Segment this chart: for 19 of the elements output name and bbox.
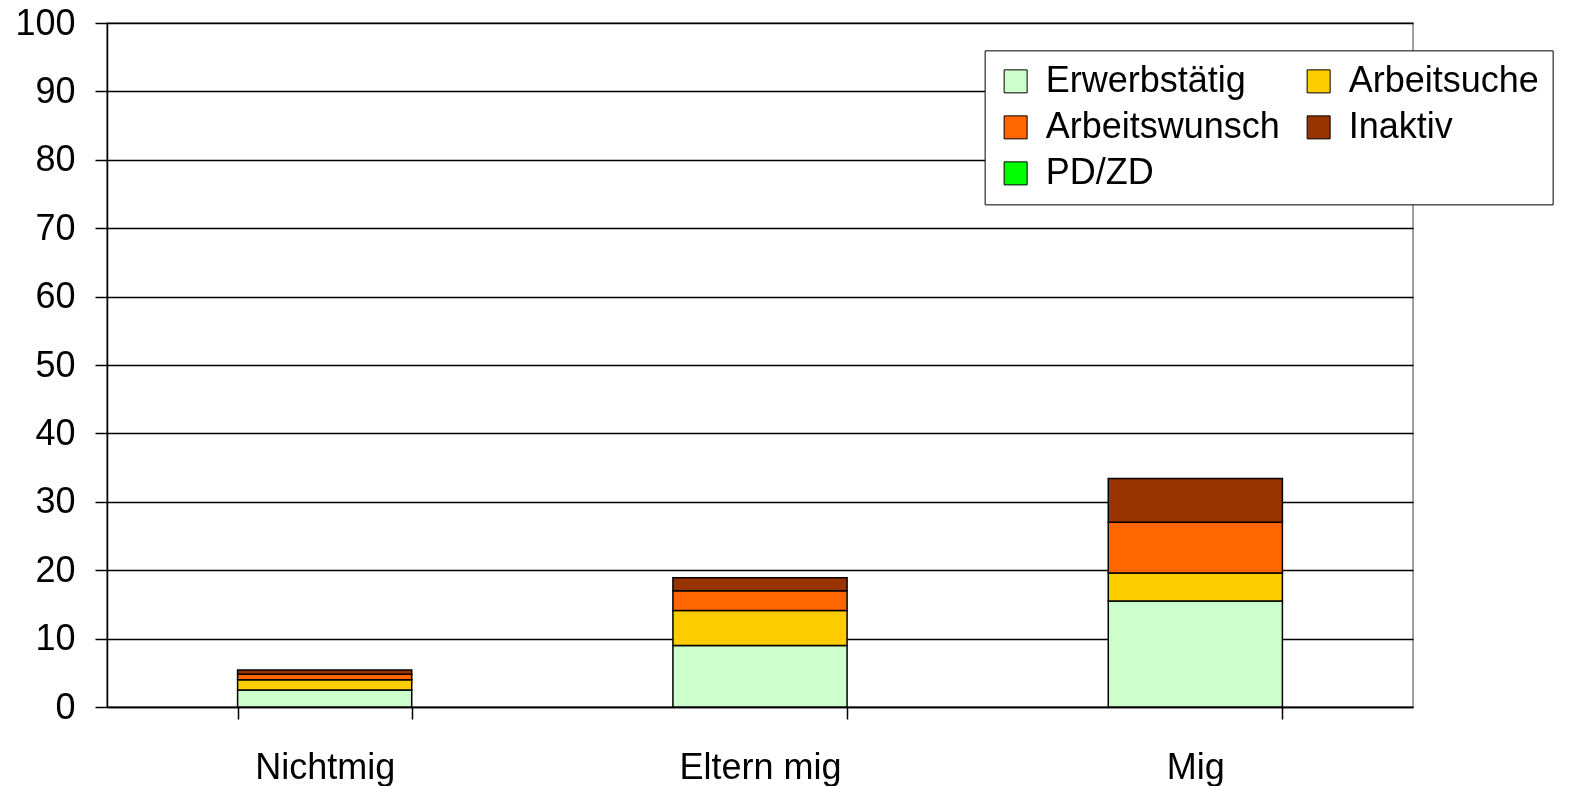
legend-label: Arbeitswunsch — [1045, 105, 1280, 147]
y-tick-label: 90 — [35, 69, 76, 111]
legend-label: Erwerbstätig — [1045, 59, 1246, 101]
legend-label: PD/ZD — [1045, 151, 1154, 193]
y-tick-label: 30 — [35, 480, 76, 522]
y-tick-label: 50 — [35, 343, 76, 385]
y-tick-label: 0 — [55, 685, 76, 727]
x-tick-label: Eltern mig — [679, 745, 842, 786]
x-tick-label: Mig — [1166, 745, 1225, 786]
y-tick-label: 10 — [35, 617, 76, 659]
y-tick-label: 100 — [15, 1, 76, 43]
y-tick-label: 80 — [35, 138, 76, 180]
y-tick-label: 40 — [35, 411, 76, 453]
y-tick-label: 60 — [35, 275, 76, 317]
y-tick-label: 20 — [35, 548, 76, 590]
x-tick-label: Nichtmig — [255, 745, 396, 786]
legend-label: Inaktiv — [1348, 105, 1453, 147]
y-tick-label: 70 — [35, 206, 76, 248]
legend-label: Arbeitsuche — [1348, 59, 1539, 101]
